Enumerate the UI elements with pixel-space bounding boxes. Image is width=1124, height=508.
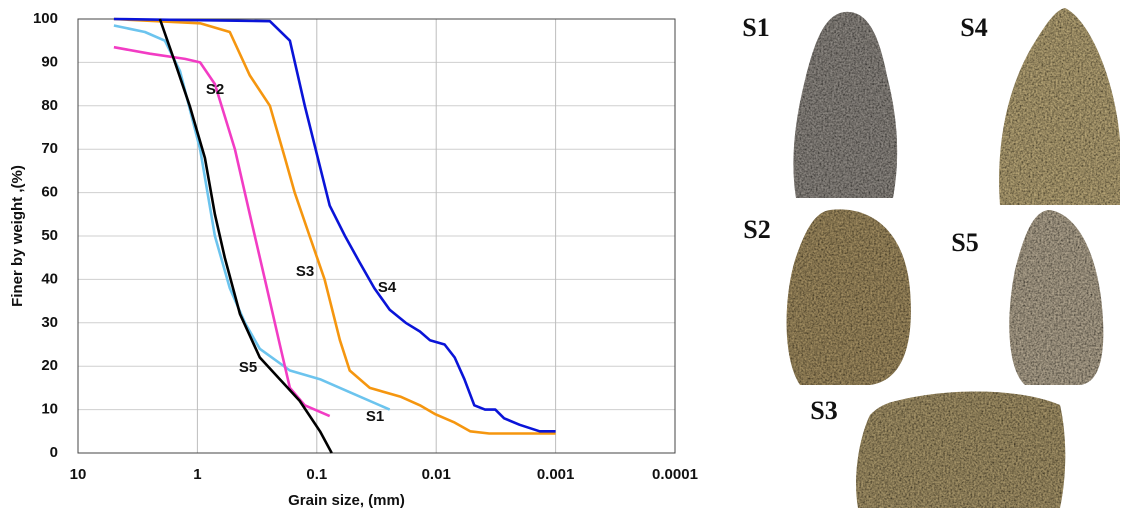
series-label: S5 bbox=[239, 359, 257, 376]
photo-s4 bbox=[999, 8, 1120, 205]
series-label: S4 bbox=[378, 279, 397, 296]
series-line bbox=[113, 24, 391, 411]
y-tick-label: 90 bbox=[41, 53, 58, 70]
sample-photos: S1 S4 S2 S5 S3 bbox=[742, 8, 1120, 508]
photo-s5 bbox=[1009, 210, 1104, 385]
series-label: S3 bbox=[296, 263, 314, 280]
y-tick-label: 0 bbox=[50, 444, 58, 461]
series-label: S2 bbox=[206, 81, 224, 98]
photo-label: S3 bbox=[810, 396, 837, 425]
y-tick-label: 20 bbox=[41, 357, 58, 374]
x-tick-label: 10 bbox=[70, 466, 87, 483]
series-line bbox=[113, 17, 556, 433]
x-tick-label: 0.0001 bbox=[652, 466, 698, 483]
y-tick-label: 70 bbox=[41, 140, 58, 157]
x-tick-label: 1 bbox=[193, 466, 201, 483]
x-tick-label: 0.001 bbox=[537, 466, 575, 483]
x-tick-label: 0.01 bbox=[422, 466, 451, 483]
photo-label: S5 bbox=[951, 228, 978, 257]
photo-s2 bbox=[786, 209, 911, 385]
y-tick-label: 40 bbox=[41, 270, 58, 287]
y-tick-label: 80 bbox=[41, 97, 58, 114]
series-line bbox=[113, 45, 331, 418]
series-label: S1 bbox=[366, 408, 384, 425]
photo-s1 bbox=[793, 11, 898, 199]
x-tick-label: 0.1 bbox=[306, 466, 327, 483]
y-tick-label: 50 bbox=[41, 227, 58, 244]
x-axis-title: Grain size, (mm) bbox=[288, 492, 405, 508]
y-tick-label: 10 bbox=[41, 401, 58, 418]
y-axis-title: Finer by weight ,(%) bbox=[9, 165, 26, 307]
series-line bbox=[158, 18, 333, 454]
grading-chart: 0 10 20 30 40 50 60 70 80 90 100 10 1 0.1 0.01 0.001 0.0… bbox=[9, 10, 698, 508]
photo-label: S1 bbox=[742, 13, 769, 42]
plot-frame bbox=[77, 18, 676, 454]
photo-label: S2 bbox=[743, 215, 770, 244]
y-tick-label: 30 bbox=[41, 314, 58, 331]
y-tick-label: 100 bbox=[33, 10, 58, 27]
photo-label: S4 bbox=[960, 13, 987, 42]
photo-s3 bbox=[856, 391, 1066, 508]
y-tick-label: 60 bbox=[41, 184, 58, 201]
series-line bbox=[113, 17, 556, 435]
